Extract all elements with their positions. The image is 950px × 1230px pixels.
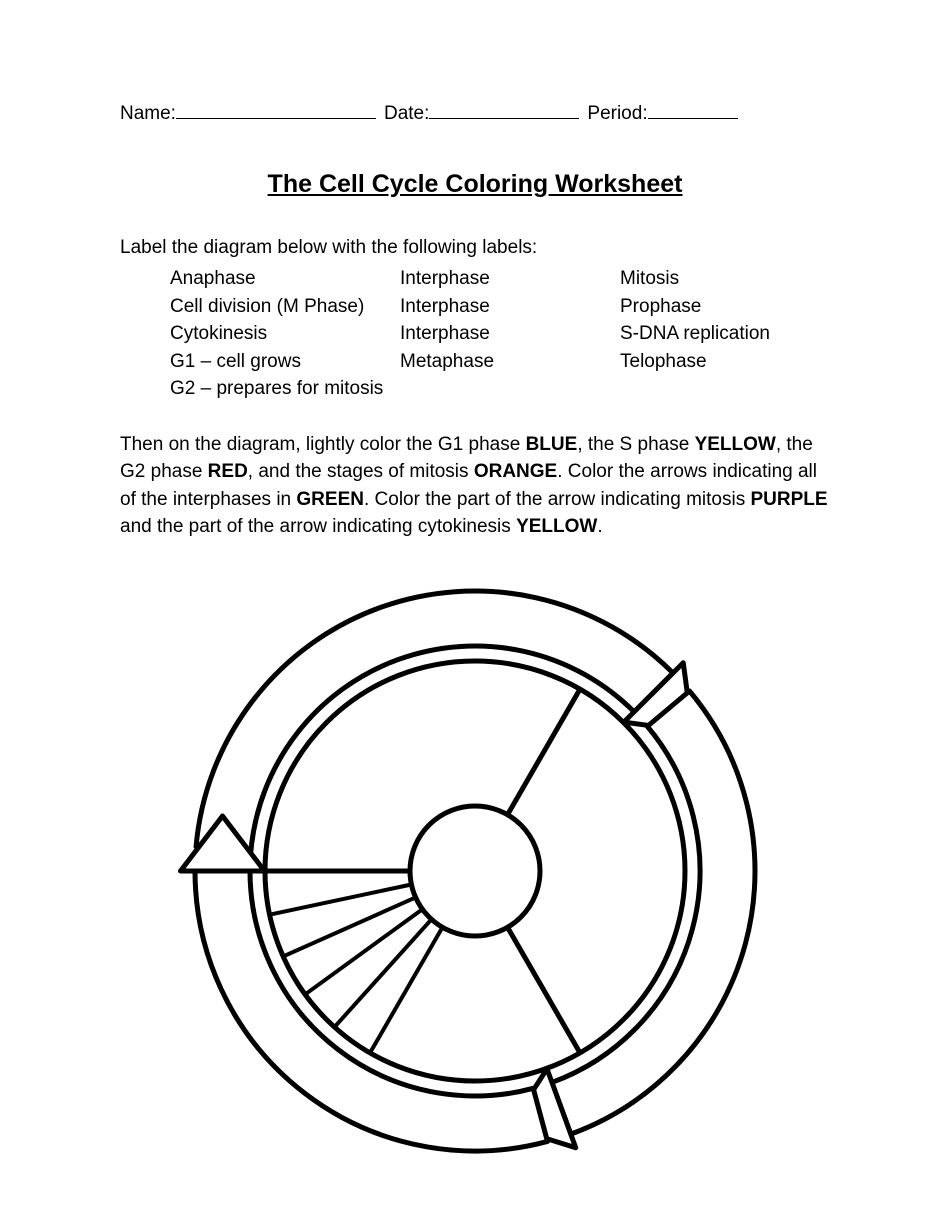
instr-bold: BLUE [526,434,578,455]
instr-bold: PURPLE [750,489,827,510]
instr-text: Then on the diagram, lightly color the G… [120,434,526,455]
date-label: Date: [384,103,429,125]
instr-text: . Color the part of the arrow indicating… [364,489,751,510]
instr-bold: ORANGE [474,461,557,482]
label-item: Telophase [620,348,830,376]
name-blank[interactable] [176,100,376,119]
label-item: G1 – cell grows [170,348,400,376]
instruction-line: Label the diagram below with the followi… [120,237,830,259]
label-item: Interphase [400,320,620,348]
cell-cycle-diagram [175,571,775,1171]
label-item: Metaphase [400,348,620,376]
worksheet-page: Name: Date: Period: The Cell Cycle Color… [0,0,950,1230]
label-col-2: Interphase Interphase Interphase Metapha… [400,265,620,403]
instr-bold: RED [208,461,248,482]
label-item: Cytokinesis [170,320,400,348]
header-row: Name: Date: Period: [120,100,830,125]
page-title: The Cell Cycle Coloring Worksheet [120,170,830,199]
diagram-container [120,571,830,1171]
coloring-instructions: Then on the diagram, lightly color the G… [120,431,830,541]
label-item: Prophase [620,293,830,321]
label-col-3: Mitosis Prophase S-DNA replication Telop… [620,265,830,403]
instr-text: . [597,516,602,537]
label-col-1: Anaphase Cell division (M Phase) Cytokin… [170,265,400,403]
instr-text: and the part of the arrow indicating cyt… [120,516,516,537]
label-item: Interphase [400,265,620,293]
instr-bold: GREEN [296,489,364,510]
period-label: Period: [587,103,647,125]
label-item: Cell division (M Phase) [170,293,400,321]
instr-text: , the S phase [577,434,694,455]
name-label: Name: [120,103,176,125]
label-item: Interphase [400,293,620,321]
label-item: G2 – prepares for mitosis [170,375,400,403]
period-blank[interactable] [648,100,738,119]
instr-text: , and the stages of mitosis [248,461,474,482]
instr-bold: YELLOW [695,434,776,455]
date-blank[interactable] [429,100,579,119]
label-item: Mitosis [620,265,830,293]
instr-bold: YELLOW [516,516,597,537]
label-item: Anaphase [170,265,400,293]
label-columns: Anaphase Cell division (M Phase) Cytokin… [120,265,830,403]
label-item: S-DNA replication [620,320,830,348]
